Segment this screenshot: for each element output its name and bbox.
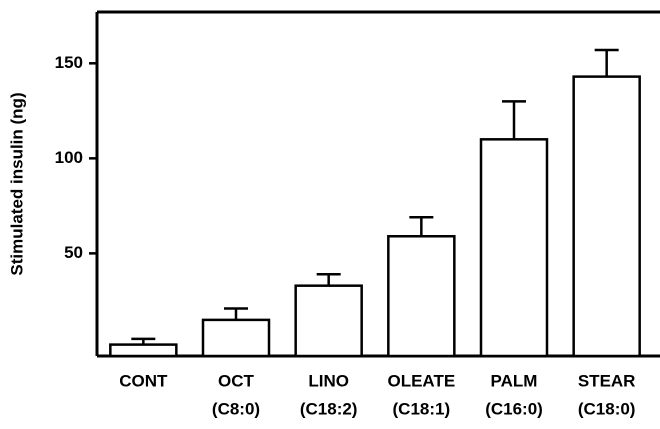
x-tick-sublabel: (C16:0) xyxy=(485,399,543,418)
x-tick-sublabel: (C18:2) xyxy=(300,399,358,418)
bar xyxy=(201,318,271,358)
bar xyxy=(109,343,178,358)
x-tick-label: CONT xyxy=(119,371,168,390)
bar xyxy=(387,235,456,358)
x-tick-label: OLEATE xyxy=(387,371,455,390)
bar xyxy=(294,284,363,358)
bar xyxy=(572,75,641,358)
x-tick-label: STEAR xyxy=(578,371,636,390)
x-tick-label: PALM xyxy=(491,371,538,390)
y-tick-label: 50 xyxy=(64,243,83,262)
bar xyxy=(479,138,549,358)
y-axis-label: Stimulated insulin (ng) xyxy=(7,92,26,275)
x-tick-label: LINO xyxy=(308,371,349,390)
y-tick-label: 100 xyxy=(55,148,83,167)
y-tick-label: 150 xyxy=(55,53,83,72)
x-tick-sublabel: (C18:0) xyxy=(578,399,636,418)
x-tick-sublabel: (C8:0) xyxy=(212,399,260,418)
x-tick-label: OCT xyxy=(218,371,255,390)
x-tick-sublabel: (C18:1) xyxy=(393,399,451,418)
